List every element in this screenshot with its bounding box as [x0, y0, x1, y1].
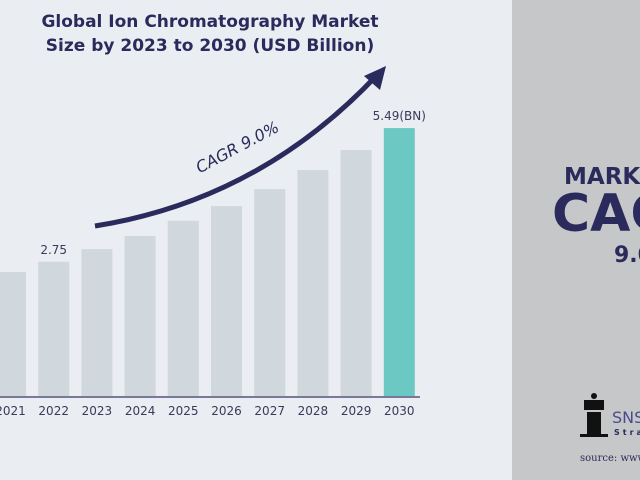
x-tick-label: 2022: [38, 404, 69, 418]
title-line-2: Size by 2023 to 2030 (USD Billion): [45, 36, 375, 56]
logo-icon: [580, 393, 608, 437]
side-cagr-value: 9.0%: [614, 243, 640, 268]
x-tick-label: 2027: [254, 404, 285, 418]
bar-2023: [81, 249, 113, 396]
bar-chart: 2021 2022 2.75 2023 2024 2025 2026 2027 2028 2029…: [0, 66, 426, 418]
title-line-1: Global Ion Chromatography Market: [41, 12, 379, 32]
chart-title: Global Ion Chromatography Market Size by…: [0, 10, 420, 58]
x-tick-label: 2030: [384, 404, 415, 418]
bar-2026: [211, 206, 242, 396]
growth-arrow: [94, 72, 380, 229]
logo-subtext: Strategy: [614, 428, 640, 437]
x-tick-label: 2026: [211, 404, 242, 418]
data-label: 2.75: [40, 243, 67, 257]
x-tick-label: 2028: [298, 404, 329, 418]
bar-2022: [38, 261, 70, 396]
x-tick-label: 2021: [0, 404, 26, 418]
bar-2025: [167, 220, 199, 396]
bar-2029: [340, 150, 372, 396]
bar-2028: [297, 170, 329, 396]
x-tick-label: 2025: [168, 404, 199, 418]
bar-2021: [0, 272, 26, 396]
logo-text: SNS: [612, 408, 640, 427]
source-text: source: www: [580, 453, 640, 464]
cagr-annotation: CAGR 9.0%: [193, 117, 283, 177]
arrow-head: [364, 66, 386, 90]
bar-2027: [254, 189, 286, 396]
x-tick-label: 2024: [125, 404, 156, 418]
side-market: MARKET: [564, 164, 640, 190]
bar-2024: [124, 235, 156, 396]
x-tick-label: 2029: [341, 404, 372, 418]
bar-2030: [383, 128, 415, 396]
x-tick-label: 2023: [82, 404, 113, 418]
data-label: 5.49(BN): [373, 109, 426, 123]
side-panel: MARKET CAGR 9.0% SNS Strategy source: ww…: [512, 0, 640, 480]
side-cagr: CAGR: [552, 184, 640, 244]
